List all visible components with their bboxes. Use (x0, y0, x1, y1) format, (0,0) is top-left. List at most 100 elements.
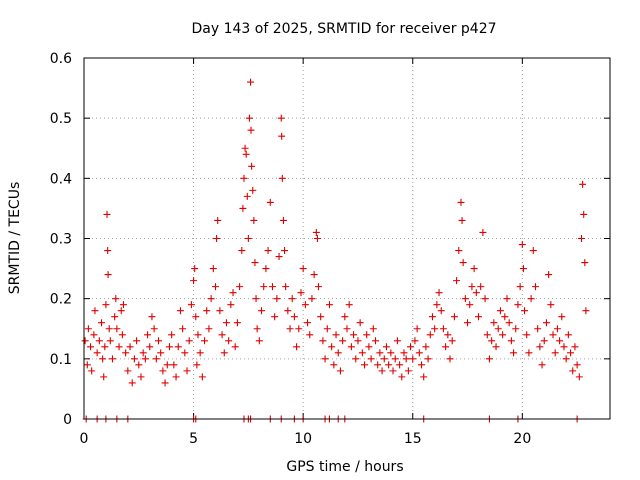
data-point (213, 235, 221, 242)
data-point (95, 337, 103, 345)
data-point (247, 126, 255, 134)
data-point (499, 331, 507, 339)
data-point (93, 349, 101, 357)
data-point (529, 247, 537, 255)
data-point (282, 283, 290, 291)
y-tick-label: 0.1 (50, 352, 72, 368)
y-tick-label: 0 (63, 412, 72, 428)
data-point (137, 373, 145, 381)
data-point (104, 247, 112, 255)
data-point (87, 343, 95, 351)
data-point (271, 313, 279, 321)
data-point (496, 307, 504, 315)
data-point (356, 319, 364, 327)
data-point (466, 301, 474, 309)
data-point (468, 283, 476, 291)
data-point (174, 343, 182, 351)
data-point (163, 361, 171, 369)
data-point (354, 337, 362, 345)
data-point (192, 313, 200, 321)
data-point (426, 331, 434, 339)
x-axis-ticks: 0 5 10 15 20 (80, 58, 531, 447)
data-point (258, 307, 266, 315)
data-point (575, 373, 583, 381)
data-point (260, 283, 268, 291)
data-point (519, 265, 527, 273)
data-point (203, 307, 211, 315)
data-point (245, 114, 253, 122)
data-point (313, 235, 321, 242)
y-tick-label: 0.6 (50, 51, 72, 67)
data-point (336, 367, 344, 375)
data-point (464, 319, 472, 327)
data-point (262, 265, 270, 273)
y-tick-label: 0.5 (50, 111, 72, 127)
data-point (284, 307, 292, 315)
data-point (247, 78, 255, 86)
data-point (560, 343, 568, 351)
data-point (150, 325, 158, 333)
data-point (510, 349, 518, 357)
data-point (542, 319, 550, 327)
data-point (196, 349, 204, 357)
data-point (402, 355, 410, 363)
data-point (104, 271, 112, 279)
data-point (334, 349, 342, 357)
data-point (239, 204, 247, 212)
data-point (209, 265, 217, 273)
data-point (547, 301, 555, 309)
data-point (424, 355, 432, 363)
data-point (113, 325, 121, 333)
data-point (531, 283, 539, 291)
data-point (306, 331, 314, 339)
data-point (503, 295, 511, 303)
x-tick-label: 20 (513, 431, 531, 447)
data-point (393, 337, 401, 345)
data-point (194, 331, 202, 339)
data-point (295, 325, 303, 333)
data-point (492, 343, 500, 351)
data-point (358, 349, 366, 357)
data-point (391, 355, 399, 363)
data-point (278, 132, 286, 140)
data-point (343, 325, 351, 333)
data-point (279, 216, 287, 224)
y-tick-label: 0.2 (50, 292, 72, 308)
data-point (319, 337, 327, 345)
data-point (569, 367, 577, 375)
data-point (214, 216, 222, 224)
x-tick-label: 15 (404, 431, 422, 447)
data-point (264, 247, 272, 255)
data-point (301, 301, 309, 309)
data-point (159, 367, 167, 375)
data-point (551, 349, 559, 357)
data-point (389, 367, 397, 375)
data-point (448, 337, 456, 345)
data-point (244, 235, 252, 242)
data-point (122, 349, 130, 357)
data-point (472, 289, 480, 297)
data-point (317, 313, 325, 321)
data-point (512, 325, 520, 333)
data-point (315, 283, 323, 291)
data-point (323, 325, 331, 333)
data-point (580, 210, 588, 218)
data-point (288, 295, 296, 303)
data-point (218, 331, 226, 339)
data-point (297, 289, 305, 297)
data-point (553, 325, 561, 333)
data-point (83, 361, 91, 369)
data-point (352, 355, 360, 363)
data-point (170, 361, 178, 369)
data-point (233, 319, 241, 327)
data-point (581, 259, 589, 267)
data-point (139, 349, 147, 357)
data-point (227, 301, 235, 309)
plot-frame (83, 57, 611, 420)
data-point (332, 331, 340, 339)
x-tick-label: 0 (80, 431, 89, 447)
data-point (350, 331, 358, 339)
data-point (103, 210, 111, 218)
data-point (241, 144, 249, 152)
data-point (231, 343, 239, 351)
